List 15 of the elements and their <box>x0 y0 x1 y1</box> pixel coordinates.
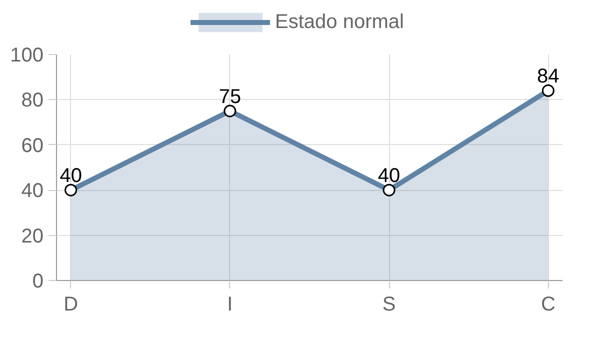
y-tick-label: 60 <box>21 134 44 157</box>
y-tick-label: 100 <box>10 44 44 66</box>
x-tick-label: C <box>540 294 556 316</box>
data-label: 40 <box>378 165 400 188</box>
data-label: 75 <box>218 86 242 108</box>
y-tick-label: 20 <box>21 225 44 248</box>
legend-label: Estado normal <box>275 10 404 34</box>
y-tick-label: 80 <box>21 90 44 112</box>
x-tick-label: I <box>227 294 233 316</box>
y-tick-label: 40 <box>21 180 44 202</box>
x-tick-label: S <box>382 294 396 316</box>
y-tick-label: 0 <box>32 270 44 292</box>
x-tick-label: D <box>64 294 78 316</box>
data-label: 84 <box>537 66 560 88</box>
data-label: 40 <box>60 165 82 188</box>
